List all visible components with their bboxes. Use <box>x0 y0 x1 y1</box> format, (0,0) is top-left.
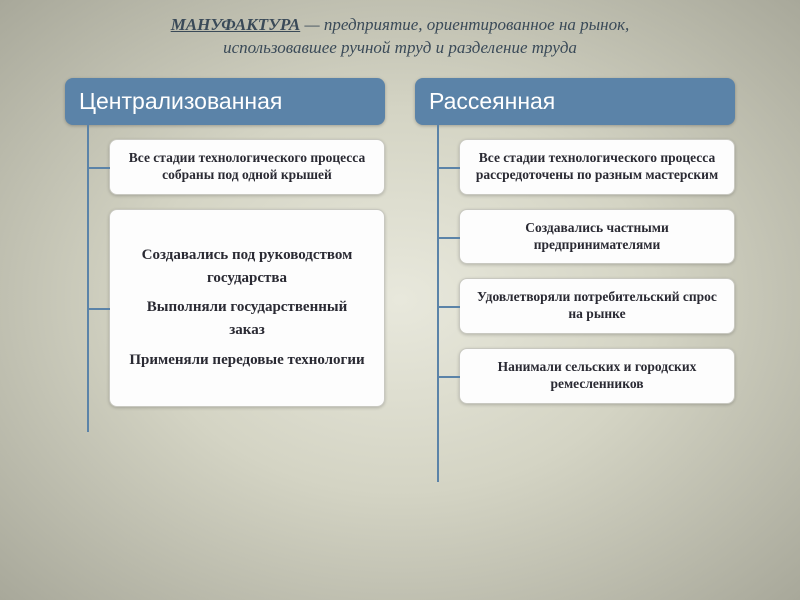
connector-vline <box>437 122 439 482</box>
title-rest-1: — предприятие, ориентированное на рынок, <box>300 15 629 34</box>
child-box: Создавались частными предпринимателями <box>459 209 735 265</box>
child-box-line: Создавались под руководством государства <box>128 244 366 291</box>
child-box: Удовлетворяли потребительский спрос на р… <box>459 278 735 334</box>
child-box-line: Выполняли государственный заказ <box>128 296 366 343</box>
title-term: МАНУФАКТУРА <box>171 15 301 34</box>
column-head-scattered: Рассеянная <box>415 78 735 125</box>
diagram-columns: Централизованная Все стадии технологическ… <box>0 68 800 407</box>
child-box-line: Применяли передовые технологии <box>128 349 366 372</box>
title-block: МАНУФАКТУРА — предприятие, ориентированн… <box>0 0 800 68</box>
column-head-central: Централизованная <box>65 78 385 125</box>
column-central: Централизованная Все стадии технологическ… <box>65 78 385 407</box>
column-scattered: Рассеянная Все стадии технологического пр… <box>415 78 735 404</box>
child-box: Все стадии технологического процесса соб… <box>109 139 385 195</box>
title-line-1: МАНУФАКТУРА — предприятие, ориентированн… <box>60 14 740 37</box>
title-line-2: использовавшее ручной труд и разделение … <box>60 37 740 60</box>
child-box: Нанимали сельских и городских ремесленни… <box>459 348 735 404</box>
child-box: Создавались под руководством государства… <box>109 209 385 407</box>
child-box: Все стадии технологического процесса рас… <box>459 139 735 195</box>
